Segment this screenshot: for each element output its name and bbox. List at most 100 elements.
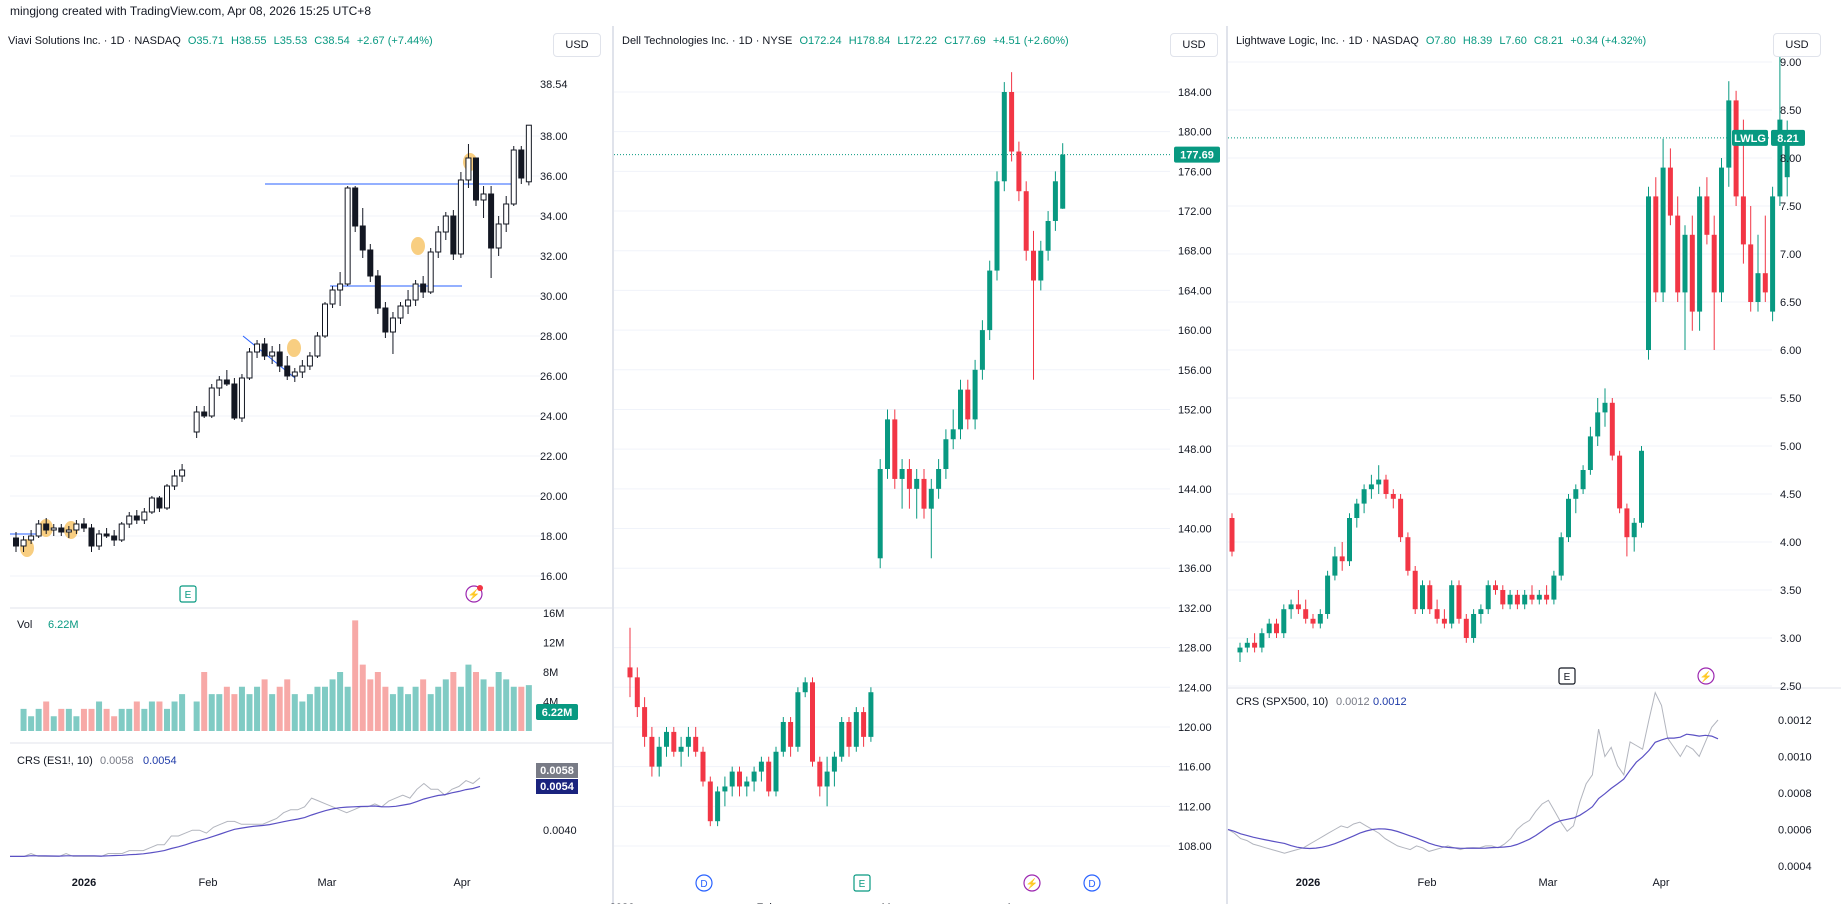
volume-bar xyxy=(427,694,434,731)
lightwave-candle-body xyxy=(1412,570,1418,610)
lightwave-candle-body xyxy=(1507,594,1513,605)
dell-candle-body xyxy=(737,771,742,787)
dell-candle-body xyxy=(766,761,772,792)
volume-bar xyxy=(88,708,95,731)
dell-chart-svg[interactable]: 184.00 180.00 176.00 172.00 168.00 164.00 160.… xyxy=(610,26,1226,904)
time-axis-label: Mar xyxy=(882,902,901,904)
dell-candle-body xyxy=(685,736,691,747)
volume-bar xyxy=(306,694,313,731)
price-tick-label: 4.00 xyxy=(1780,537,1801,549)
viavi-candle-body xyxy=(13,537,19,547)
lightwave-candle-body xyxy=(1566,498,1571,538)
crs-ma-value: 0.0054 xyxy=(143,755,177,767)
volume-bar xyxy=(473,672,479,731)
lightwave-candle-body xyxy=(1500,590,1506,605)
dell-candle-body xyxy=(885,419,890,469)
last-price-badge xyxy=(1174,146,1220,163)
lightwave-candle-body xyxy=(1405,537,1411,571)
price-tick-label: 140.00 xyxy=(1178,524,1212,536)
open-value: O7.80 xyxy=(1425,35,1456,47)
dell-candle-body xyxy=(892,419,898,479)
lightwave-candle-body xyxy=(1339,556,1345,562)
volume-bar xyxy=(254,686,261,731)
open-value: O35.71 xyxy=(187,35,224,47)
volume-bar xyxy=(246,694,253,731)
crs-line xyxy=(1227,691,1719,854)
volume-bar xyxy=(359,664,366,731)
dell-candle-body xyxy=(788,721,794,747)
viavi-candle-body xyxy=(367,249,374,277)
lightwave-candle-body xyxy=(1252,642,1258,648)
lightwave-candle-body xyxy=(1551,575,1557,600)
viavi-candle-body xyxy=(276,351,283,367)
viavi-chart-svg[interactable]: 38.00 36.00 34.00 32.00 30.00 28.00 26.00 24.00… xyxy=(0,26,612,900)
viavi-candle-body xyxy=(465,157,472,181)
lightning-icon-circle xyxy=(1023,874,1041,892)
symbol-name: Dell Technologies Inc. · 1D · NYSE xyxy=(622,35,793,47)
panel-divider[interactable] xyxy=(1226,26,1228,904)
crs-ma-badge xyxy=(536,779,578,794)
lightwave-candle-body xyxy=(1456,585,1462,619)
crs-ma-line xyxy=(10,785,481,858)
dell-candle-body xyxy=(839,721,845,757)
last-price-badge-text: 8.21 xyxy=(1777,133,1798,145)
dell-candle-body xyxy=(707,781,713,822)
dell-candle-body xyxy=(810,682,815,762)
viavi-candle-body xyxy=(306,355,313,367)
volume-bar xyxy=(510,686,517,731)
volume-bar xyxy=(80,708,87,731)
chart-panel-lightwave[interactable]: 9.00 8.50 8.00 7.50 7.00 6.50 6.00 5.50 5.00 4.50… xyxy=(1227,26,1841,900)
lightwave-candle-body xyxy=(1493,585,1498,590)
volume-bar xyxy=(50,716,57,731)
dell-candle-body xyxy=(921,478,927,509)
price-tick-label: 5.00 xyxy=(1780,441,1801,453)
panel-divider[interactable] xyxy=(612,26,614,904)
viavi-candle-body xyxy=(329,289,336,305)
chart-panel-viavi[interactable]: 38.00 36.00 34.00 32.00 30.00 28.00 26.00 24.00… xyxy=(0,26,612,900)
viavi-candle-body xyxy=(314,335,321,357)
viavi-candle-body xyxy=(299,365,306,373)
viavi-candle-body xyxy=(35,523,42,537)
lightwave-candle-body xyxy=(1449,585,1455,624)
volume-bar xyxy=(457,686,464,731)
volume-bar xyxy=(171,701,178,731)
dell-candle-body xyxy=(780,721,786,752)
time-axis-label: Mar xyxy=(1539,877,1558,889)
lightwave-header: Lightwave Logic, Inc. · 1D · NASDAQ O7.8… xyxy=(1236,35,1646,47)
dell-candle-body xyxy=(846,721,852,747)
dividend-icon-circle xyxy=(695,874,713,892)
dell-candle-body xyxy=(1031,250,1036,281)
lightwave-candle-body xyxy=(1514,594,1520,605)
currency-button[interactable]: USD xyxy=(1773,33,1821,57)
lightwave-candle-body xyxy=(1711,234,1717,293)
viavi-candle-body xyxy=(50,527,57,531)
volume-bar xyxy=(314,686,321,731)
viavi-candle-body xyxy=(261,343,268,357)
lightwave-candle-body xyxy=(1398,498,1404,538)
dell-candle-body xyxy=(943,439,949,469)
close-value: C38.54 xyxy=(314,35,350,47)
volume-bar xyxy=(238,686,245,731)
volume-bar xyxy=(43,701,50,731)
lightwave-candle-body xyxy=(1587,436,1593,470)
lightning-icon: ⚡ xyxy=(1700,670,1712,683)
low-value: L7.60 xyxy=(1499,35,1527,47)
high-value: H38.55 xyxy=(231,35,267,47)
viavi-candle-body xyxy=(412,283,419,301)
volume-bar xyxy=(231,694,238,731)
viavi-candle-body xyxy=(103,533,110,537)
change-value: +4.51 (+2.60%) xyxy=(992,35,1069,47)
chart-panel-dell[interactable]: 184.00 180.00 176.00 172.00 168.00 164.00 160.… xyxy=(610,26,1226,904)
viavi-candle-body xyxy=(179,469,186,477)
change-value: +2.67 (+7.44%) xyxy=(356,35,433,47)
price-tick-label: 20.00 xyxy=(540,491,568,503)
currency-button[interactable]: USD xyxy=(1170,33,1218,57)
lightwave-candle-body xyxy=(1522,594,1528,605)
crs-badge-text: 0.0058 xyxy=(540,765,574,777)
low-value: L35.53 xyxy=(273,35,308,47)
lightwave-chart-svg[interactable]: 9.00 8.50 8.00 7.50 7.00 6.50 6.00 5.50 5.00 4.50… xyxy=(1227,26,1841,900)
dell-candle-body xyxy=(729,771,735,787)
currency-button[interactable]: USD xyxy=(553,33,601,57)
viavi-candle-body xyxy=(442,215,449,233)
crs-label: CRS (ES1!, 10) xyxy=(17,755,93,767)
